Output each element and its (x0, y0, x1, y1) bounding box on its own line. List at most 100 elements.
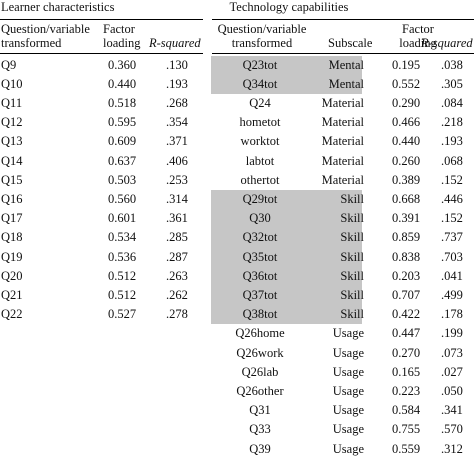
question-cell: Q16 (1, 191, 23, 206)
rsquared-cell: .152 (441, 211, 463, 226)
right-table-row: Q35tot Skill 0.838 .703 (212, 248, 474, 267)
loading-cell: 0.223 (392, 383, 421, 398)
left-table-row: Q10 0.440 .193 (0, 75, 203, 94)
rsquared-cell: .041 (441, 268, 463, 283)
right-table-row: Q30 Skill 0.391 .152 (212, 209, 474, 228)
loading-cell: 0.440 (108, 76, 137, 91)
subscale-cell: Usage (332, 345, 364, 360)
question-cell: Q22 (1, 307, 23, 322)
rsquared-cell: .193 (166, 76, 188, 91)
left-table-row: Q13 0.609 .371 (0, 132, 203, 151)
question-cell: Q20 (1, 268, 23, 283)
subscale-cell: Skill (340, 268, 364, 283)
loading-cell: 0.536 (108, 249, 137, 264)
question-cell: Q37tot (242, 287, 278, 302)
rsquared-cell: .218 (441, 115, 463, 130)
rsquared-cell: .446 (441, 191, 463, 206)
question-cell: Q26work (236, 345, 284, 360)
rsquared-cell: .268 (166, 95, 188, 110)
rsquared-cell: .199 (441, 326, 463, 341)
rsquared-cell: .406 (166, 153, 188, 168)
right-table-row: Q26other Usage 0.223 .050 (212, 382, 474, 401)
question-cell: Q32tot (242, 230, 278, 245)
subscale-cell: Usage (332, 441, 364, 456)
left-table-row: Q18 0.534 .285 (0, 228, 203, 247)
left-header-rsquared: R-squared (149, 36, 201, 50)
question-cell: Q33 (249, 422, 271, 437)
loading-cell: 0.391 (392, 211, 421, 226)
right-table-row: Q26work Usage 0.270 .073 (212, 344, 474, 363)
subscale-cell: Skill (340, 230, 364, 245)
right-table-row: Q32tot Skill 0.859 .737 (212, 228, 474, 247)
loading-cell: 0.512 (108, 268, 137, 283)
question-cell: Q14 (1, 153, 23, 168)
right-table-row: Q24 Material 0.290 .084 (212, 94, 474, 113)
left-title-rule (0, 19, 203, 20)
question-cell: Q18 (1, 230, 23, 245)
left-table-row: Q15 0.503 .253 (0, 171, 203, 190)
right-table-row: Q31 Usage 0.584 .341 (212, 401, 474, 420)
question-cell: Q30 (249, 211, 271, 226)
loading-cell: 0.559 (392, 441, 421, 456)
question-cell: Q21 (1, 287, 23, 302)
left-header-rule (0, 53, 203, 54)
shaded-row-group (211, 55, 362, 94)
loading-cell: 0.601 (108, 211, 137, 226)
rsquared-cell: .285 (166, 230, 188, 245)
rsquared-cell: .130 (166, 57, 188, 72)
rsquared-cell: .262 (166, 287, 188, 302)
loading-cell: 0.466 (392, 115, 421, 130)
question-cell: Q11 (1, 95, 23, 110)
loading-cell: 0.637 (108, 153, 137, 168)
right-table-row: worktot Material 0.440 .193 (212, 132, 474, 151)
right-table-row: Q23tot Mental 0.195 .038 (212, 56, 474, 75)
left-table-row: Q17 0.601 .361 (0, 209, 203, 228)
rsquared-cell: .038 (441, 57, 463, 72)
loading-cell: 0.584 (392, 403, 421, 418)
left-table-row: Q16 0.560 .314 (0, 190, 203, 209)
loading-cell: 0.422 (392, 307, 421, 322)
subscale-cell: Skill (340, 287, 364, 302)
rsquared-cell: .371 (166, 134, 188, 149)
right-header-question: Question/variable transformed (217, 22, 307, 50)
loading-cell: 0.609 (108, 134, 137, 149)
rsquared-cell: .084 (441, 95, 463, 110)
loading-cell: 0.560 (108, 191, 137, 206)
question-cell: Q26lab (241, 364, 279, 379)
right-table-row: labtot Material 0.260 .068 (212, 152, 474, 171)
question-cell: Q15 (1, 172, 23, 187)
question-cell: Q23tot (242, 57, 278, 72)
rsquared-cell: .570 (441, 422, 463, 437)
loading-cell: 0.195 (392, 57, 421, 72)
loading-cell: 0.595 (108, 115, 137, 130)
left-section-title: Learner characteristics (1, 0, 115, 14)
loading-cell: 0.440 (392, 134, 421, 149)
question-cell: Q13 (1, 134, 23, 149)
loading-cell: 0.838 (392, 249, 421, 264)
rsquared-cell: .178 (441, 307, 463, 322)
left-table-row: Q22 0.527 .278 (0, 305, 203, 324)
right-title-rule (212, 19, 474, 20)
loading-cell: 0.527 (108, 307, 137, 322)
rsquared-cell: .499 (441, 287, 463, 302)
right-table-row: Q36tot Skill 0.203 .041 (212, 267, 474, 286)
loading-cell: 0.270 (392, 345, 421, 360)
question-cell: Q31 (249, 403, 271, 418)
rsquared-cell: .073 (441, 345, 463, 360)
right-header-rule (212, 53, 474, 54)
loading-cell: 0.512 (108, 287, 137, 302)
question-cell: Q26other (236, 383, 284, 398)
loading-cell: 0.203 (392, 268, 421, 283)
subscale-cell: Mental (328, 76, 364, 91)
question-cell: Q34tot (242, 76, 278, 91)
rsquared-cell: .152 (441, 172, 463, 187)
right-table-row: othertot Material 0.389 .152 (212, 171, 474, 190)
question-cell: labtot (245, 153, 275, 168)
question-cell: Q29tot (242, 191, 278, 206)
rsquared-cell: .703 (441, 249, 463, 264)
right-table-row: hometot Material 0.466 .218 (212, 113, 474, 132)
rsquared-cell: .050 (441, 383, 463, 398)
right-table-row: Q29tot Skill 0.668 .446 (212, 190, 474, 209)
subscale-cell: Skill (340, 307, 364, 322)
left-header-question: Question/variable transformed (1, 22, 90, 50)
